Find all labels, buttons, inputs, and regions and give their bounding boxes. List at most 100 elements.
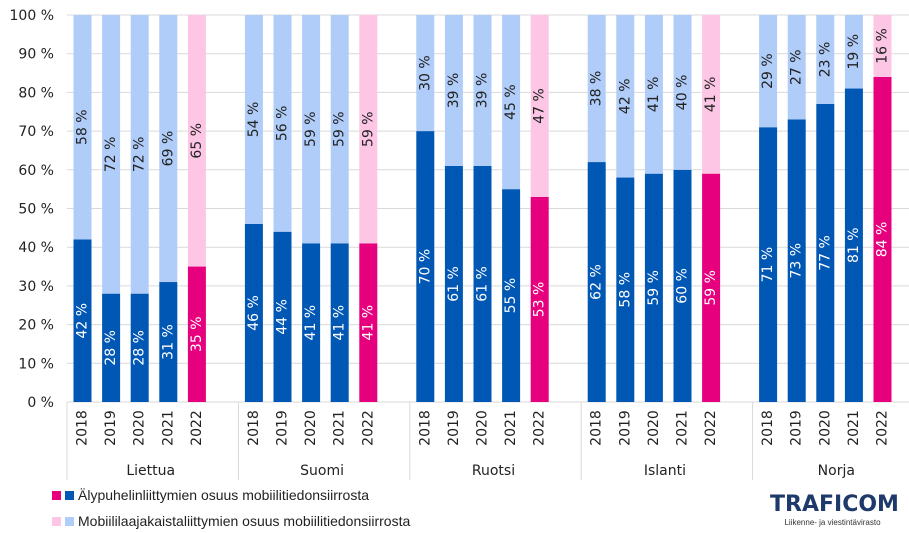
bar-smartphone xyxy=(644,173,663,402)
data-label-broadband: 58 % xyxy=(75,109,91,145)
x-tick-label-year: 2021 xyxy=(846,410,862,446)
data-label-smartphone: 81 % xyxy=(846,227,862,263)
bar-broadband xyxy=(873,15,892,77)
x-tick-label-year: 2020 xyxy=(646,410,662,446)
x-tick-label-year: 2020 xyxy=(475,410,491,446)
logo-text: TRAFICOM xyxy=(770,492,899,517)
bar-broadband xyxy=(502,15,521,190)
bar-smartphone xyxy=(844,88,863,402)
data-label-broadband: 30 % xyxy=(417,55,433,91)
bar-broadband xyxy=(302,15,321,244)
data-label-broadband: 65 % xyxy=(189,123,205,159)
x-tick-label-year: 2019 xyxy=(617,410,633,446)
bar-smartphone xyxy=(102,293,121,402)
data-label-broadband: 41 % xyxy=(703,77,719,113)
bar-smartphone xyxy=(816,104,835,402)
bar-smartphone xyxy=(330,243,349,402)
x-tick-label-year: 2020 xyxy=(132,410,148,446)
y-tick-label: 0 % xyxy=(27,395,54,411)
x-tick-label-year: 2021 xyxy=(332,410,348,446)
legend-swatch xyxy=(65,490,74,500)
logo-subtitle: Liikenne- ja viestintävirasto xyxy=(784,518,881,527)
bar-broadband xyxy=(844,15,863,89)
bar-broadband xyxy=(244,15,263,224)
data-label-broadband: 16 % xyxy=(875,28,891,64)
data-label-smartphone: 59 % xyxy=(646,270,662,306)
data-label-smartphone: 41 % xyxy=(360,305,376,341)
x-tick-label-year: 2022 xyxy=(189,410,205,446)
bar-broadband xyxy=(359,15,378,244)
stacked-bar-chart: 0 % 10 % 20 % 30 % 40 % 50 % 60 % 70 % 80 % 90 % 1… xyxy=(10,8,909,480)
y-tick-label: 70 % xyxy=(18,124,54,140)
legend-label: Mobiililaajakaistaliittymien osuus mobii… xyxy=(78,513,411,529)
y-tick-label: 60 % xyxy=(18,163,54,179)
y-tick-label: 90 % xyxy=(18,47,54,63)
legend-item-broadband: Mobiililaajakaistaliittymien osuus mobii… xyxy=(52,513,410,529)
x-tick-label-year: 2018 xyxy=(246,410,262,446)
x-tick-label-year: 2019 xyxy=(446,410,462,446)
y-tick-label: 40 % xyxy=(18,240,54,256)
x-tick-label-year: 2021 xyxy=(160,410,176,446)
legend-item-smartphone: Älypuhelinliittymien osuus mobiilitiedon… xyxy=(52,487,369,503)
data-label-smartphone: 59 % xyxy=(703,270,719,306)
x-tick-label-year: 2018 xyxy=(589,410,605,446)
data-label-broadband: 27 % xyxy=(789,49,805,85)
bar-broadband xyxy=(330,15,349,244)
bar-smartphone xyxy=(530,196,549,402)
bar-broadband xyxy=(273,15,292,232)
data-label-broadband: 59 % xyxy=(303,111,319,147)
bar-smartphone xyxy=(873,76,892,403)
x-tick-label-year: 2020 xyxy=(817,410,833,446)
data-label-broadband: 54 % xyxy=(246,102,262,138)
data-label-broadband: 56 % xyxy=(275,106,291,142)
data-label-smartphone: 84 % xyxy=(875,222,891,258)
bar-broadband xyxy=(616,15,635,178)
bar-smartphone xyxy=(359,243,378,402)
bar-broadband xyxy=(530,15,549,197)
data-label-smartphone: 42 % xyxy=(75,303,91,339)
data-label-broadband: 19 % xyxy=(846,34,862,70)
bar-broadband xyxy=(644,15,663,174)
bar-broadband xyxy=(416,15,435,132)
x-tick-label-year: 2022 xyxy=(532,410,548,446)
x-tick-label-year: 2018 xyxy=(417,410,433,446)
x-tick-label-year: 2022 xyxy=(875,410,891,446)
data-label-smartphone: 35 % xyxy=(189,316,205,352)
bar-smartphone xyxy=(616,177,635,402)
data-label-smartphone: 28 % xyxy=(132,330,148,366)
data-label-broadband: 23 % xyxy=(817,42,833,78)
bar-smartphone xyxy=(673,169,692,402)
bar-broadband xyxy=(473,15,492,166)
x-tick-label-year: 2019 xyxy=(275,410,291,446)
bar-smartphone xyxy=(159,282,178,402)
bar-smartphone xyxy=(587,162,606,402)
data-label-broadband: 69 % xyxy=(160,131,176,167)
data-label-smartphone: 31 % xyxy=(160,324,176,360)
data-label-smartphone: 55 % xyxy=(503,278,519,314)
bar-broadband xyxy=(73,15,92,240)
data-label-broadband: 29 % xyxy=(760,53,776,89)
bar-smartphone xyxy=(244,223,263,402)
y-tick-label: 10 % xyxy=(18,356,54,372)
data-label-broadband: 72 % xyxy=(132,137,148,173)
y-tick-label: 20 % xyxy=(18,318,54,334)
y-tick-label: 100 % xyxy=(10,8,54,24)
data-label-smartphone: 61 % xyxy=(475,266,491,302)
legend-swatch-highlight xyxy=(52,490,61,500)
data-label-broadband: 42 % xyxy=(617,78,633,114)
x-tick-label-year: 2020 xyxy=(303,410,319,446)
data-label-smartphone: 73 % xyxy=(789,243,805,279)
data-label-smartphone: 71 % xyxy=(760,247,776,283)
bar-broadband xyxy=(187,15,206,267)
data-label-broadband: 40 % xyxy=(675,75,691,111)
group-label: Norja xyxy=(818,463,855,479)
group-label: Islanti xyxy=(644,463,686,479)
data-label-broadband: 45 % xyxy=(503,84,519,120)
data-label-smartphone: 70 % xyxy=(417,249,433,285)
x-tick-label-year: 2021 xyxy=(503,410,519,446)
bar-smartphone xyxy=(787,119,806,403)
bar-broadband xyxy=(759,15,778,128)
bar-smartphone xyxy=(187,266,206,402)
bar-broadband xyxy=(444,15,463,166)
data-label-smartphone: 62 % xyxy=(589,264,605,300)
